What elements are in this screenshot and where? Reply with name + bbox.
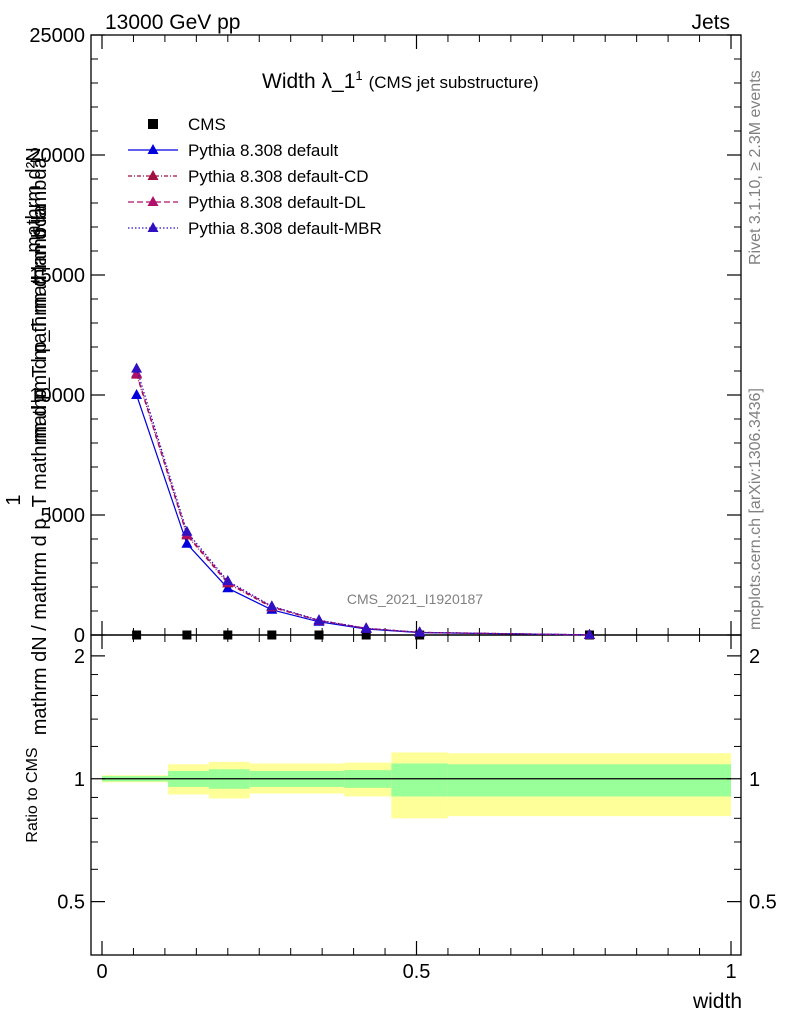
rivet-label: Rivet 3.1.10, ≥ 2.3M events xyxy=(747,70,764,265)
legend-marker xyxy=(147,170,159,180)
series-marker xyxy=(266,600,278,611)
series-marker xyxy=(131,389,143,399)
legend-label: Pythia 8.308 default-CD xyxy=(188,167,369,186)
y-ticks: 0 5000 10000 15000 20000 25000 xyxy=(29,25,741,647)
ratio-stat-band xyxy=(447,764,731,797)
ylabel-frac-num: mathrm d²N xyxy=(23,147,45,253)
legend-label: Pythia 8.308 default xyxy=(188,141,339,160)
series-line xyxy=(136,368,590,636)
cms-data-point xyxy=(361,630,371,640)
y-tick-label: 20000 xyxy=(29,145,85,167)
legend-label: Pythia 8.308 default-DL xyxy=(188,193,366,212)
cms-data-point xyxy=(314,630,324,640)
analysis-watermark: CMS_2021_I1920187 xyxy=(347,591,483,607)
series-marker xyxy=(360,622,372,633)
series-marker xyxy=(131,362,143,373)
legend-label: CMS xyxy=(188,115,226,134)
y-tick-label: 5000 xyxy=(41,505,86,527)
series-marker xyxy=(181,525,193,536)
legend-label: Pythia 8.308 default-MBR xyxy=(188,219,382,238)
x-axis-label: width xyxy=(692,990,742,1013)
legend: CMS Pythia 8.308 default Pythia 8.308 defa… xyxy=(128,115,382,238)
legend-marker-cms xyxy=(148,119,158,129)
header-right: Jets xyxy=(691,11,730,34)
ratio-tick-label-right: 2 xyxy=(749,646,760,668)
ylabel-frac-den: mathrm d p_T mathrm d lambda xyxy=(29,156,51,442)
header-left: 13000 GeV pp xyxy=(105,11,240,34)
series-marker xyxy=(583,628,595,639)
mcplots-label: mcplots.cern.ch [arXiv:1306.3436] xyxy=(747,388,764,630)
cms-data-point xyxy=(132,630,142,640)
y-tick-label: 15000 xyxy=(29,265,85,287)
y-tick-label: 25000 xyxy=(29,25,85,47)
series-marker xyxy=(222,575,234,585)
ratio-tick-label: 2 xyxy=(74,646,85,668)
ylabel-bottom: mathrm dN / mathrm d p_T mathrm d p_T ma… xyxy=(29,204,51,735)
ratio-stat-band xyxy=(391,763,448,797)
legend-marker xyxy=(147,144,159,154)
cms-data-point xyxy=(182,630,192,640)
series-marker xyxy=(414,626,426,637)
ratio-tick-label: 1 xyxy=(74,769,85,791)
ratio-tick-label: 0.5 xyxy=(57,892,85,914)
x-tick-label: 1 xyxy=(725,961,736,983)
ratio-bands xyxy=(102,752,731,819)
series-layer xyxy=(131,362,595,640)
series-marker xyxy=(181,537,193,548)
y-tick-label: 0 xyxy=(74,625,85,647)
ratio-tick-label-right: 1 xyxy=(749,769,760,791)
legend-marker xyxy=(147,222,159,232)
x-tick-label: 0 xyxy=(96,961,107,983)
ratio-y-label: Ratio to CMS xyxy=(24,747,41,842)
series-marker xyxy=(313,614,325,625)
ratio-tick-label-right: 0.5 xyxy=(749,892,777,914)
legend-marker xyxy=(147,196,159,206)
y-tick-label: 10000 xyxy=(29,385,85,407)
chart-title: Width λ_11 (CMS jet substructure) xyxy=(262,68,539,93)
y-axis-label: 1 mathrm d²N mathrm d p_T mathrm d lambd… xyxy=(3,147,51,735)
cms-data-point xyxy=(223,630,233,640)
ratio-ticks: 0.5 0.5 1 1 2 2 xyxy=(57,646,777,914)
cms-data-point xyxy=(267,630,277,640)
ylabel-num: 1 xyxy=(3,494,25,505)
x-tick-label: 0.5 xyxy=(403,961,431,983)
